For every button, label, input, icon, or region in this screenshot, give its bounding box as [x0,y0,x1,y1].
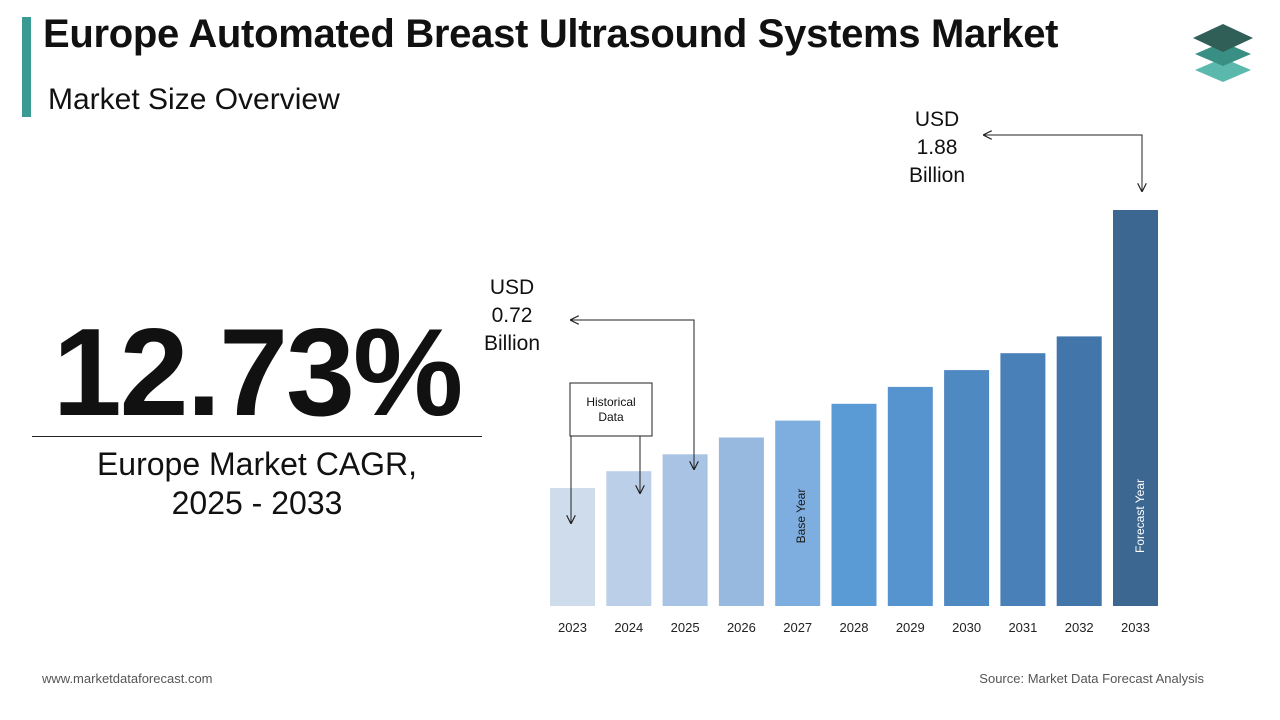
cagr-label-line1: Europe Market CAGR, [96,446,418,482]
x-tick-2033: 2033 [1121,620,1150,635]
base-year-label: Base Year [794,489,808,544]
x-tick-2032: 2032 [1065,620,1094,635]
bar-2024 [606,471,652,606]
start-value-line1: USD [490,276,534,299]
start-value-arrow [571,320,694,469]
x-tick-2031: 2031 [1008,620,1037,635]
cagr-label-line2: 2025 - 2033 [171,485,343,521]
start-value-line3: Billion [484,332,540,355]
cagr-divider [32,436,482,437]
bar-2023 [550,488,595,606]
page-subtitle: Market Size Overview [48,83,340,116]
forecast-year-label: Forecast Year [1133,479,1147,553]
x-tick-2027: 2027 [783,620,812,635]
historical-data-line1: Historical [586,395,635,409]
bar-2031 [1000,353,1046,606]
page-title: Europe Automated Breast Ultrasound Syste… [43,12,1059,56]
bar-2026 [718,437,764,606]
website-url[interactable]: www.marketdataforecast.com [42,671,213,686]
bar-2025 [662,454,708,606]
bar-2029 [887,386,933,606]
bar-2028 [831,403,877,606]
logo-layer-middle [1195,42,1251,66]
start-value-line2: 0.72 [492,304,533,327]
x-tick-2028: 2028 [840,620,869,635]
historical-data-line2: Data [598,410,624,424]
end-value-line2: 1.88 [917,136,958,159]
x-tick-2024: 2024 [614,620,643,635]
end-value-line1: USD [915,108,959,131]
end-value-line3: Billion [909,164,965,187]
end-value-arrow [984,135,1142,191]
x-tick-2025: 2025 [671,620,700,635]
x-tick-2023: 2023 [558,620,587,635]
source-note: Source: Market Data Forecast Analysis [979,671,1204,686]
x-tick-2030: 2030 [952,620,981,635]
bar-2033 [1113,210,1158,606]
title-accent-bar [22,17,31,117]
bar-2030 [944,370,990,606]
stacked-layers-icon [1193,24,1253,82]
bars-group [550,210,1158,606]
x-tick-2026: 2026 [727,620,756,635]
logo-layer-bottom [1195,58,1251,82]
cagr-value: 12.73% [52,304,464,442]
bar-2027 [775,420,821,606]
x-axis-ticks: 2023 2024 2025 2026 2027 2028 2029 2030 2031 2032… [558,620,1150,635]
cagr-label: Europe Market CAGR, 2025 - 2033 [32,445,482,523]
x-tick-2029: 2029 [896,620,925,635]
logo-layer-top [1193,24,1253,52]
bar-2032 [1056,336,1102,606]
